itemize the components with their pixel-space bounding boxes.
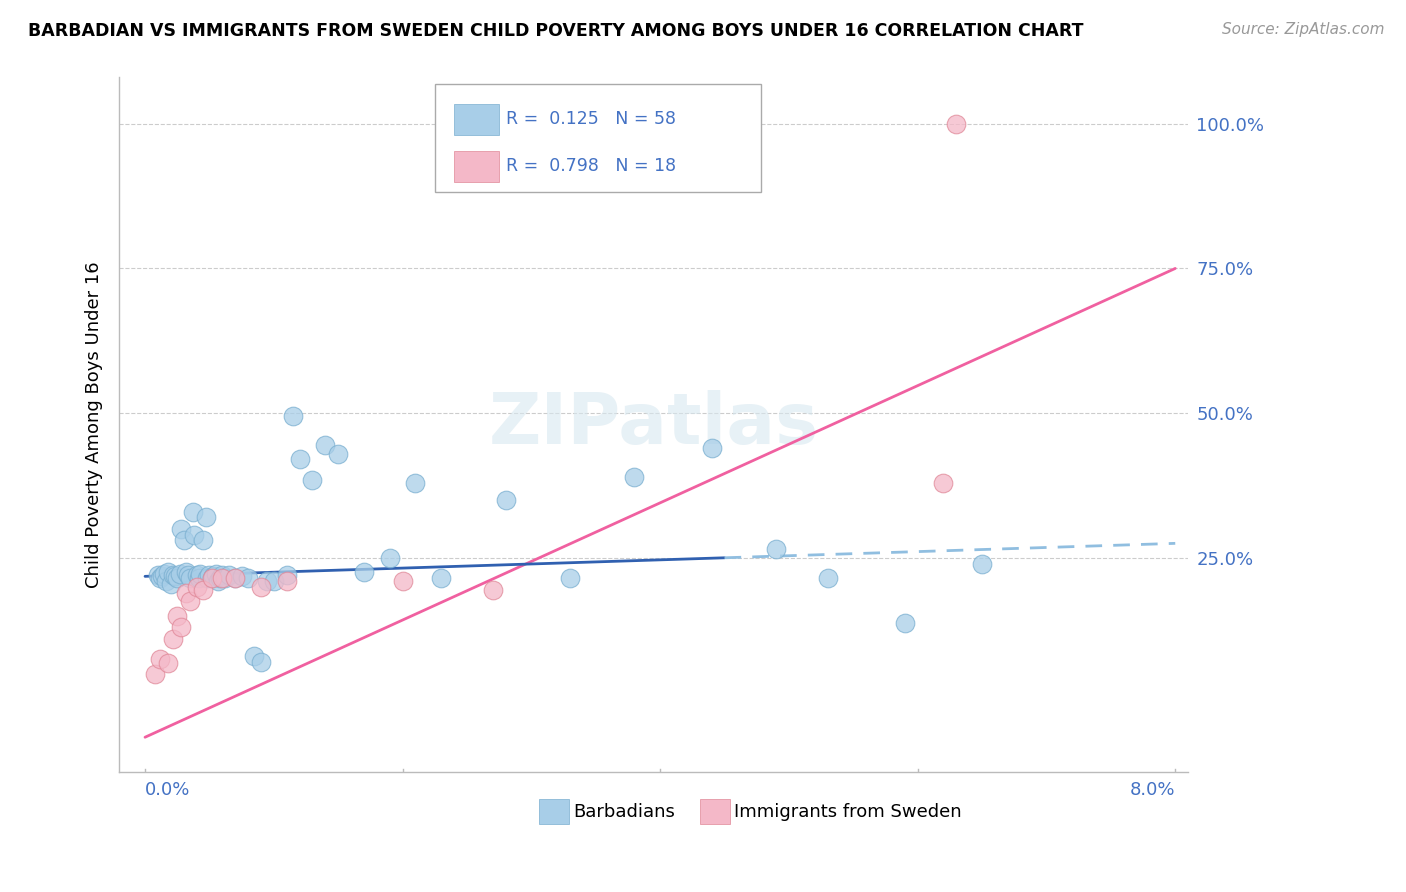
Point xyxy=(188,571,211,585)
Point xyxy=(149,652,172,666)
Point xyxy=(149,571,172,585)
Point xyxy=(179,571,201,585)
Text: 8.0%: 8.0% xyxy=(1130,780,1175,798)
Text: Barbadians: Barbadians xyxy=(574,803,675,821)
Point xyxy=(146,568,169,582)
Point xyxy=(281,409,304,423)
Point xyxy=(404,475,426,490)
Point xyxy=(174,566,197,580)
Point xyxy=(157,656,180,670)
Point xyxy=(224,571,246,585)
Point xyxy=(623,470,645,484)
Point xyxy=(150,569,173,583)
Y-axis label: Child Poverty Among Boys Under 16: Child Poverty Among Boys Under 16 xyxy=(86,261,103,588)
Point xyxy=(231,569,253,583)
Point xyxy=(391,574,413,588)
Point xyxy=(186,568,208,582)
Point xyxy=(190,567,212,582)
Point xyxy=(250,580,273,594)
Point xyxy=(211,568,233,582)
Point xyxy=(945,117,967,131)
Point xyxy=(179,594,201,608)
Point xyxy=(276,574,298,588)
FancyBboxPatch shape xyxy=(454,104,499,135)
Point xyxy=(481,582,503,597)
Point xyxy=(243,649,266,664)
FancyBboxPatch shape xyxy=(454,151,499,182)
Point xyxy=(236,571,259,585)
Point xyxy=(894,615,917,630)
Text: BARBADIAN VS IMMIGRANTS FROM SWEDEN CHILD POVERTY AMONG BOYS UNDER 16 CORRELATIO: BARBADIAN VS IMMIGRANTS FROM SWEDEN CHIL… xyxy=(28,22,1084,40)
Point xyxy=(314,438,336,452)
Point xyxy=(970,557,993,571)
Point xyxy=(201,571,224,585)
Point xyxy=(250,655,273,669)
Point xyxy=(301,473,323,487)
Point xyxy=(700,441,723,455)
Point xyxy=(263,574,285,588)
Point xyxy=(194,510,217,524)
Text: ZIPatlas: ZIPatlas xyxy=(489,390,818,459)
Point xyxy=(224,571,246,585)
Text: R =  0.125   N = 58: R = 0.125 N = 58 xyxy=(506,111,676,128)
Point xyxy=(353,566,375,580)
Point xyxy=(207,574,229,588)
Point xyxy=(163,569,186,583)
Text: Immigrants from Sweden: Immigrants from Sweden xyxy=(734,803,962,821)
Point xyxy=(214,571,236,585)
Point xyxy=(176,568,198,582)
Point xyxy=(256,574,278,588)
Point xyxy=(288,452,311,467)
Point xyxy=(932,475,955,490)
Point xyxy=(162,632,184,646)
Point xyxy=(202,569,225,583)
FancyBboxPatch shape xyxy=(700,799,730,824)
Text: R =  0.798   N = 18: R = 0.798 N = 18 xyxy=(506,157,676,176)
Point xyxy=(201,571,224,585)
Text: 0.0%: 0.0% xyxy=(145,780,190,798)
Point xyxy=(191,582,214,597)
Point xyxy=(211,571,233,585)
Point xyxy=(166,571,188,585)
Point xyxy=(174,585,197,599)
FancyBboxPatch shape xyxy=(434,85,761,192)
Point xyxy=(205,567,228,582)
Point xyxy=(155,574,177,588)
Point xyxy=(765,542,787,557)
FancyBboxPatch shape xyxy=(540,799,569,824)
Point xyxy=(170,620,193,634)
Point xyxy=(169,567,191,582)
Point xyxy=(195,571,218,585)
Point xyxy=(143,666,166,681)
Point xyxy=(218,568,240,582)
Point xyxy=(153,567,176,582)
Point xyxy=(183,527,205,541)
Point xyxy=(430,571,453,585)
Point xyxy=(170,522,193,536)
Point xyxy=(166,608,188,623)
Text: Source: ZipAtlas.com: Source: ZipAtlas.com xyxy=(1222,22,1385,37)
Point xyxy=(162,568,184,582)
Point xyxy=(378,550,401,565)
Point xyxy=(191,533,214,548)
Point xyxy=(157,566,180,580)
Point xyxy=(173,533,195,548)
Point xyxy=(328,447,350,461)
Point xyxy=(159,577,181,591)
Point xyxy=(198,568,221,582)
Point xyxy=(495,492,517,507)
Point xyxy=(181,504,204,518)
Point xyxy=(558,571,581,585)
Point xyxy=(817,571,839,585)
Point xyxy=(208,571,231,585)
Point xyxy=(186,580,208,594)
Point xyxy=(276,568,298,582)
